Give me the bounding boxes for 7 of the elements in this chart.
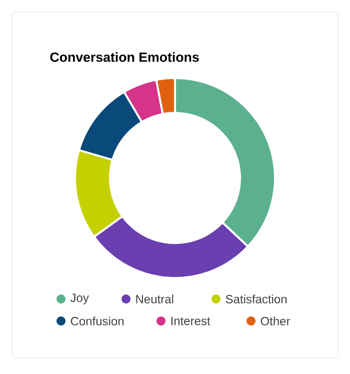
legend-label: Confusion (70, 316, 124, 326)
legend-label: Joy (70, 294, 89, 304)
legend-label: Other (260, 316, 290, 326)
legend-label: Satisfaction (226, 294, 287, 304)
chart-title: Conversation Emotions (50, 52, 199, 62)
legend-label: Interest (171, 316, 210, 326)
legend-label: Neutral (136, 294, 174, 304)
